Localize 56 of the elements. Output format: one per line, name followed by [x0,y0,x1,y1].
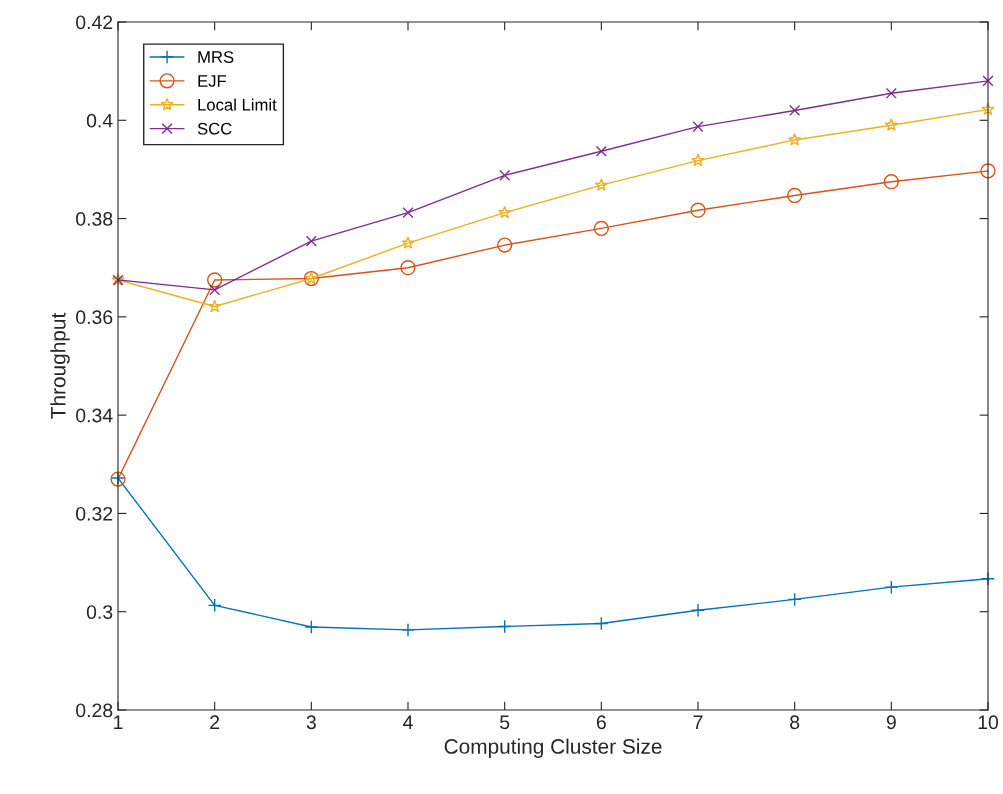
point [788,132,802,146]
point [209,284,221,296]
point [982,75,994,87]
x-tick-label: 10 [978,715,999,730]
point [497,237,513,253]
point [789,104,801,117]
point [594,616,609,631]
point [499,169,511,181]
point [883,174,899,190]
y-tick-label: 0.42 [76,15,113,30]
y-tick-label: 0.34 [76,408,113,423]
point [593,220,609,237]
y-tick-label: 0.4 [86,113,113,128]
point [691,153,705,167]
point [207,598,222,613]
point [594,178,608,191]
point [305,235,317,247]
point [787,187,803,204]
point [401,622,415,637]
legend-label: SCC [197,122,232,135]
point [885,87,897,99]
point [498,205,512,219]
x-tick-label: 9 [886,715,896,730]
x-tick-label: 6 [596,715,606,730]
legend-label: Local Limit [198,98,277,111]
point [884,580,899,595]
point [692,121,704,133]
point [787,592,802,607]
y-tick-label: 0.38 [76,212,113,226]
point [497,619,512,634]
x-axis-title: Computing Cluster Size [444,738,662,758]
x-tick-label: 7 [693,715,703,729]
x-tick-label: 2 [210,715,220,729]
point [304,620,319,634]
y-tick-label: 0.36 [76,310,113,325]
legend-label: MRS [198,51,234,63]
point [690,202,706,218]
point [401,236,415,249]
x-tick-label: 5 [500,715,510,730]
point [207,272,223,288]
x-tick-label: 1 [114,715,123,729]
y-tick-label: 0.3 [86,605,113,619]
y-axis-title: Throughput [50,312,70,419]
point [980,163,996,179]
x-tick-label: 8 [790,715,800,730]
x-tick-label: 3 [306,715,316,730]
point [402,207,414,219]
legend-label: EJF [198,75,227,87]
point [884,118,898,131]
y-tick-label: 0.32 [76,506,113,521]
point [208,299,222,313]
point [691,603,705,618]
point [595,145,607,157]
x-tick-label: 4 [403,715,413,729]
y-tick-label: 0.28 [76,703,113,718]
point [400,260,416,276]
